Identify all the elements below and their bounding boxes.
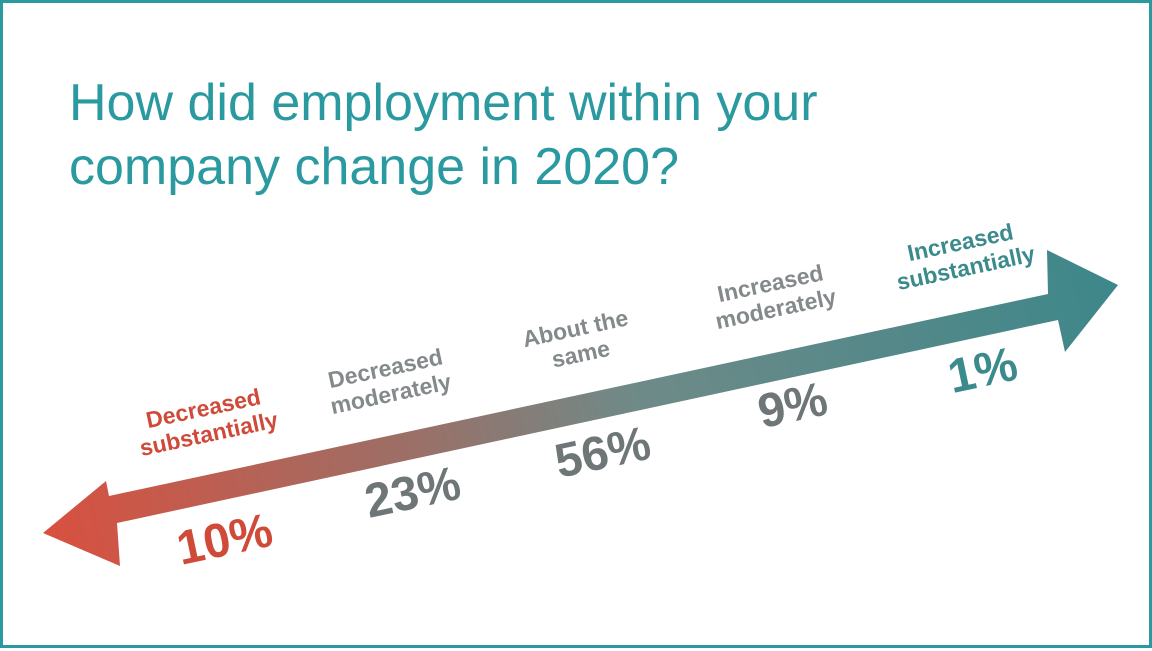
category-label-2: About thesame xyxy=(520,304,636,377)
value-label-0: 10% xyxy=(172,504,277,576)
value-label-4: 1% xyxy=(943,338,1022,404)
category-label-1: Decreasedmoderately xyxy=(323,343,454,419)
value-label-2: 56% xyxy=(550,417,655,489)
employment-scale-chart: Decreasedsubstantially 10% Decreasedmodera… xyxy=(43,215,1118,576)
category-label-3: Increasedmoderately xyxy=(708,258,839,334)
double-arrow-shape xyxy=(43,250,1118,566)
value-label-1: 23% xyxy=(360,457,465,529)
category-label-4: Increasedsubstantially xyxy=(889,215,1038,295)
category-label-0: Decreasedsubstantially xyxy=(132,381,281,461)
page-title: How did employment within your company c… xyxy=(69,71,969,199)
title-line-1: How did employment within your xyxy=(69,74,818,132)
title-line-2: company change in 2020? xyxy=(69,138,680,196)
